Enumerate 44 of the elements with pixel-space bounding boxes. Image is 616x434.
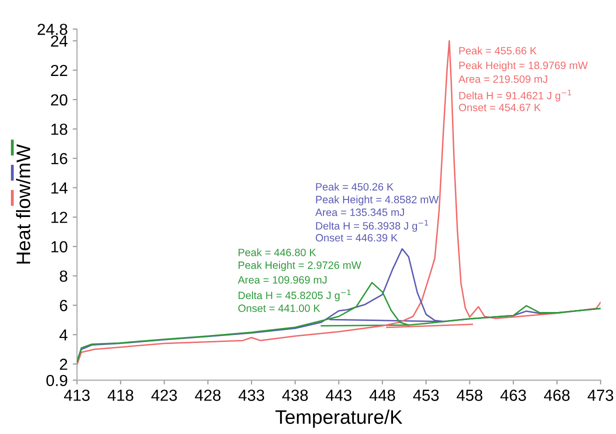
annotation: Peak = 446.80 K xyxy=(238,248,316,256)
x-tick-label: 468 xyxy=(544,390,570,401)
y-tick-label: 4 xyxy=(59,329,68,340)
annotation: Area = 109.969 mJ xyxy=(238,276,327,284)
x-tick-label: 438 xyxy=(282,390,308,401)
annotation: Delta H = 56.3938 J g$^{−1}$ xyxy=(316,220,428,232)
y-tick-label: 10 xyxy=(51,241,68,252)
y-tick-label: 18 xyxy=(51,124,68,135)
annotation: Peak = 450.26 K xyxy=(316,182,394,191)
annotation: Peak Height = 2.9726 mW xyxy=(238,261,362,272)
x-tick-label: 443 xyxy=(326,390,352,401)
annotation: Peak Height = 18.9769 mW xyxy=(459,61,588,72)
annotation: Onset = 446.39 K xyxy=(316,234,398,242)
y-tick-label: 8 xyxy=(60,270,68,282)
x-tick-label: 418 xyxy=(108,390,134,401)
x-tick-label: 413 xyxy=(64,390,90,401)
y-tick-label: 14 xyxy=(51,182,68,194)
annotation: Delta H = 91.4621 J g$^{−1}$ xyxy=(459,90,572,102)
x-tick-label: 448 xyxy=(369,390,396,401)
y-tick-label: 24.8 xyxy=(38,24,68,36)
y-axis-title: Heat flow/mW xyxy=(16,144,30,264)
annotation: Peak = 455.66 K xyxy=(459,46,537,54)
y-tick-label: 24 xyxy=(51,35,68,47)
annotation: Onset = 441.00 K xyxy=(238,304,320,312)
x-tick-label: 453 xyxy=(413,390,439,401)
y-tick-label: 0.9 xyxy=(46,374,68,386)
x-tick-label: 433 xyxy=(238,390,264,401)
x-tick-label: 473 xyxy=(588,390,614,401)
y-tick-label: 2 xyxy=(60,358,68,370)
x-tick-label: 463 xyxy=(500,390,526,401)
x-tick-label: 423 xyxy=(151,390,177,401)
annotation: Onset = 454.67 K xyxy=(458,104,541,112)
y-tick-label: 16 xyxy=(51,152,68,164)
annotation: Area = 219.509 mJ xyxy=(458,75,548,83)
x-axis-title: Temperature/K xyxy=(275,410,402,428)
y-tick-label: 12 xyxy=(51,212,68,223)
y-tick-label: 20 xyxy=(51,94,68,106)
y-tick-label: 22 xyxy=(51,64,68,76)
x-tick-label: 458 xyxy=(456,390,482,401)
annotation: Delta H = 45.8205 J g$^{−1}$ xyxy=(238,290,351,302)
annotation: Area = 135.345 mJ xyxy=(315,208,404,216)
x-tick-label: 428 xyxy=(194,390,221,401)
annotation: Peak Height = 4.8582 mW xyxy=(316,196,439,206)
y-tick-label: 6 xyxy=(60,300,68,312)
